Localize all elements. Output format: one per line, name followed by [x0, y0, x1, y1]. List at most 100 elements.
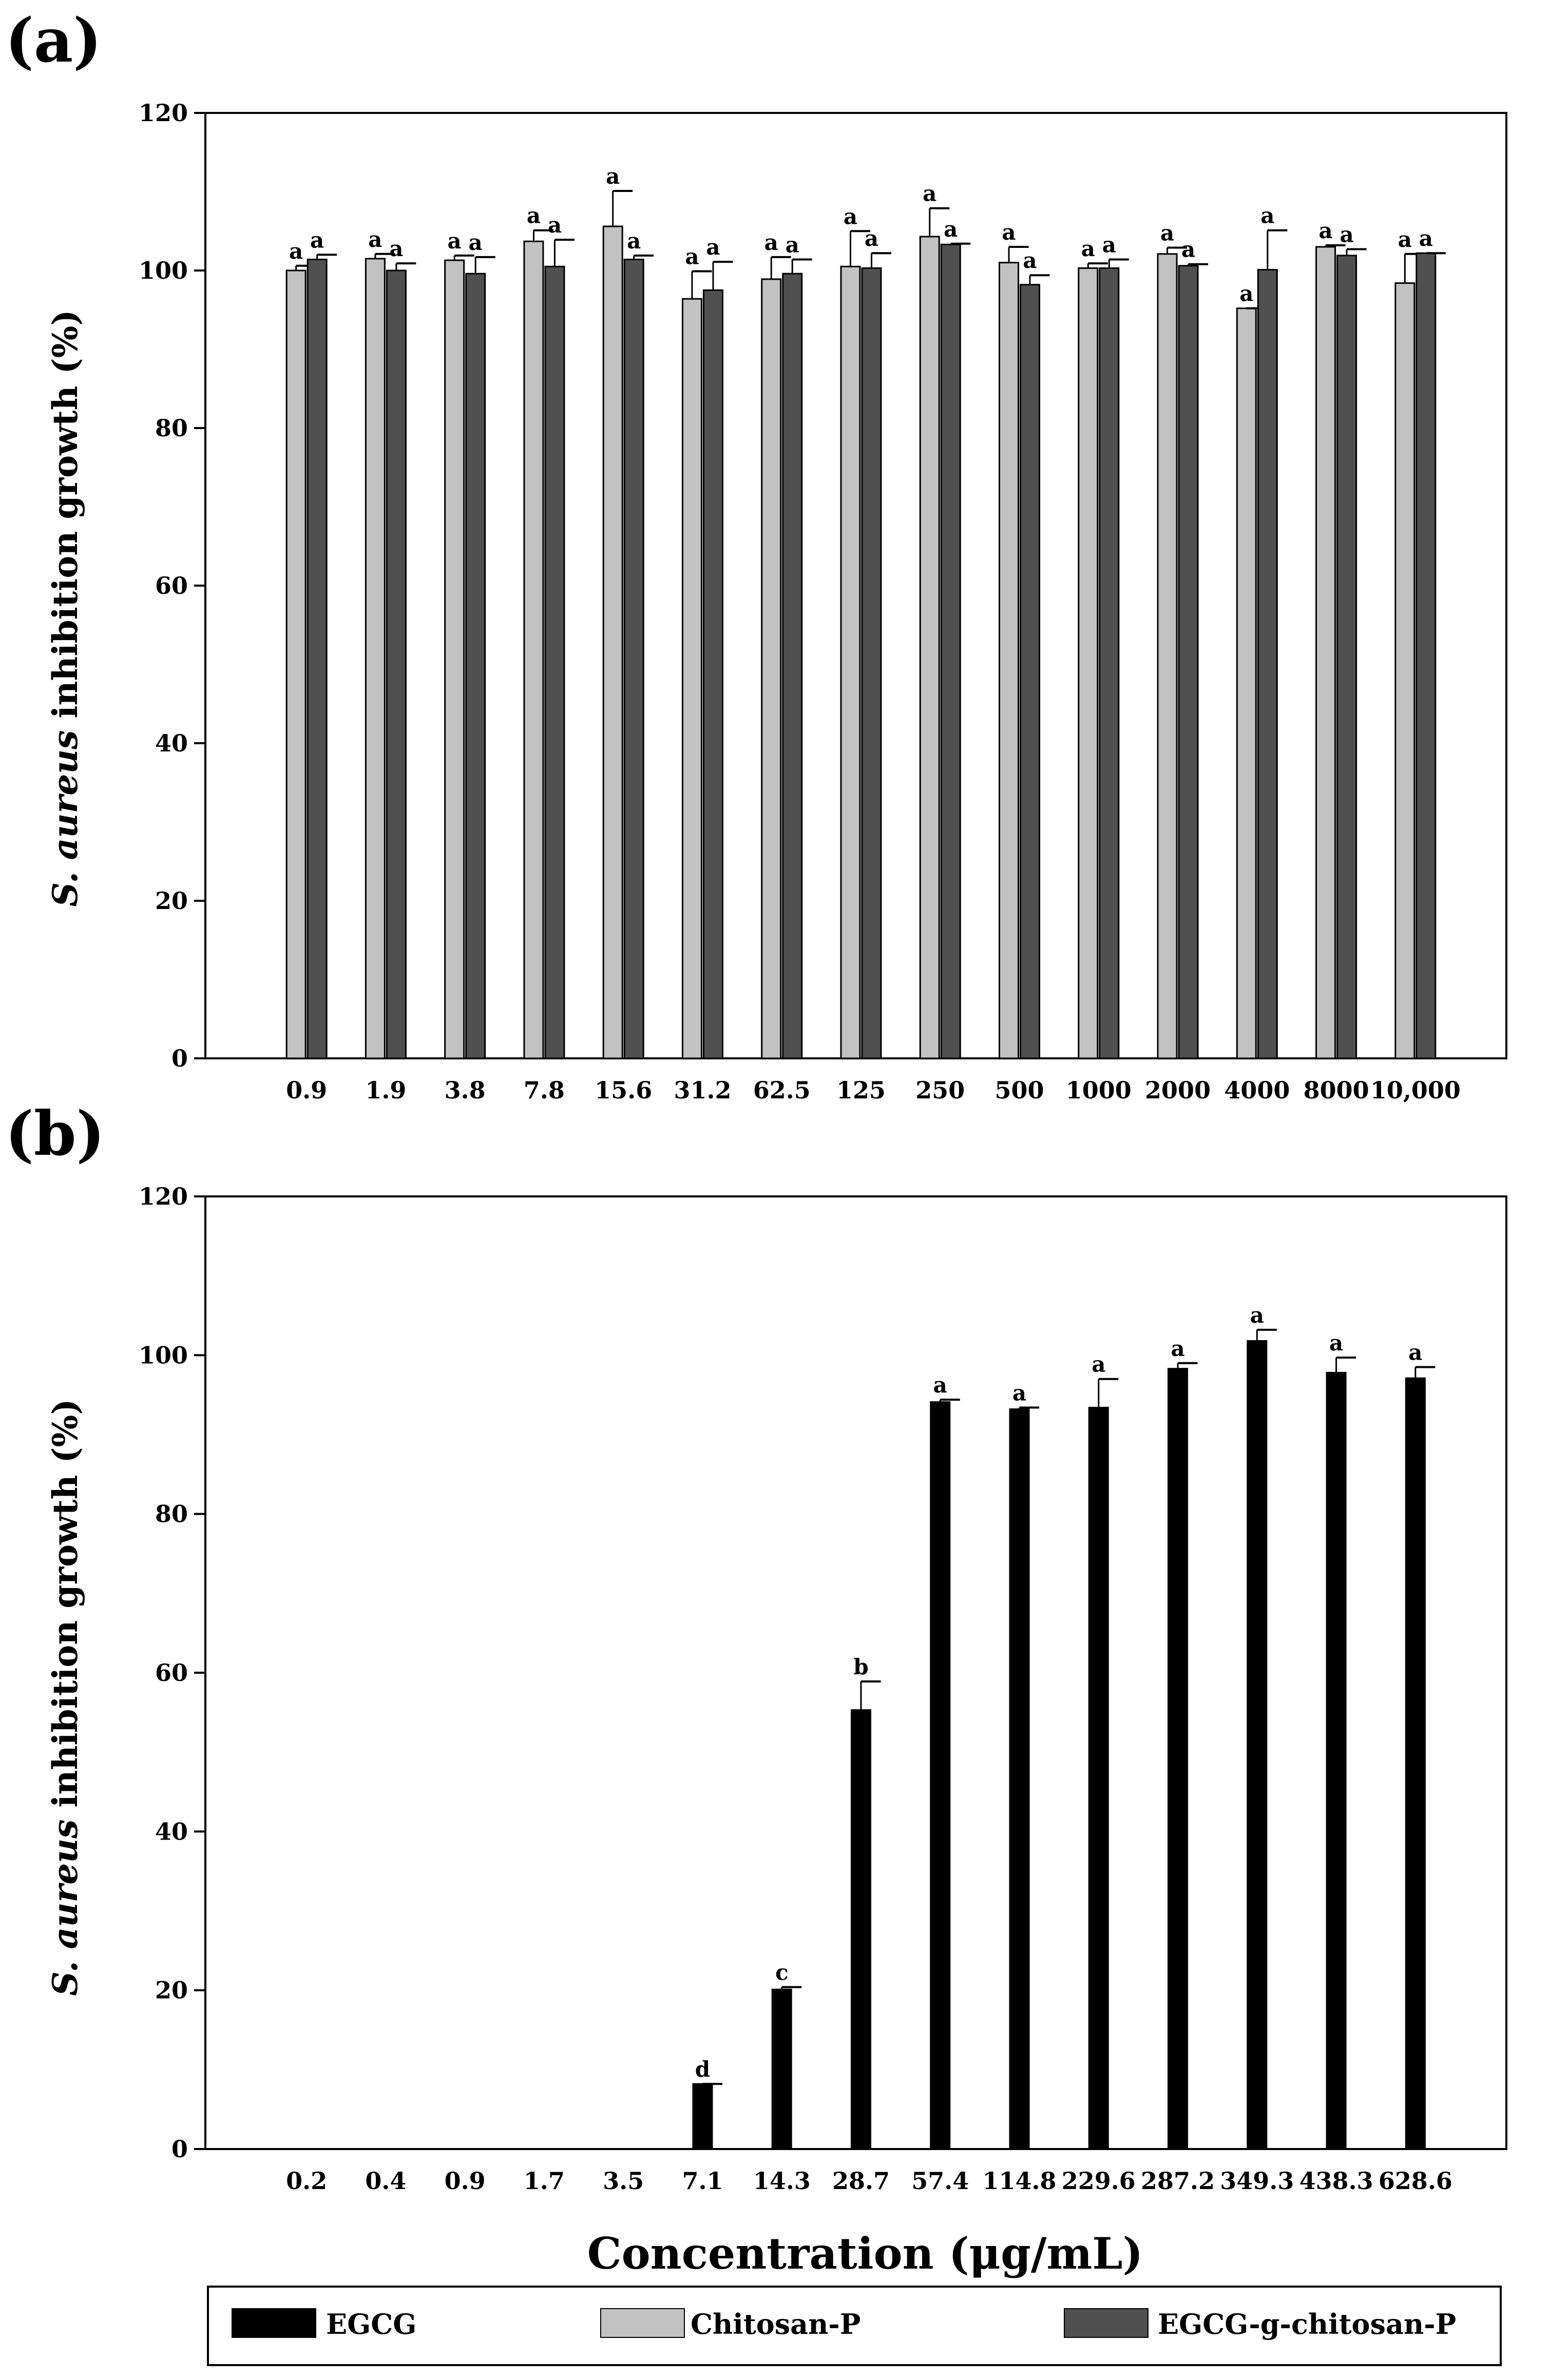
x-tick-label: 62.5 — [753, 1076, 811, 1104]
x-tick-label: 349.3 — [1220, 2167, 1294, 2195]
legend-swatch-egcg — [232, 2308, 316, 2338]
significance-label: a — [1081, 236, 1095, 261]
x-tick-label: 114.8 — [983, 2167, 1057, 2195]
panel-b-letter: (b) — [5, 1098, 105, 1169]
significance-label: a — [1181, 237, 1195, 262]
significance-label: a — [1092, 1352, 1105, 1377]
bar-egcg-g-chitosan-p — [544, 265, 565, 1059]
x-tick-label: 287.2 — [1141, 2167, 1215, 2195]
x-tick-label: 57.4 — [911, 2167, 969, 2195]
bar-egcg-g-chitosan-p — [307, 259, 328, 1059]
x-tick-label: 0.9 — [286, 1076, 327, 1104]
x-tick-label: 14.3 — [753, 2167, 811, 2195]
significance-label: a — [1260, 203, 1274, 228]
x-tick-label: 2000 — [1145, 1076, 1211, 1104]
y-tick-label: 20 — [155, 887, 188, 915]
x-tick-label: 10,000 — [1370, 1076, 1461, 1104]
bar-chitosan-p — [1157, 253, 1178, 1059]
significance-label: a — [469, 230, 483, 255]
legend-label-egcg: EGCG — [326, 2308, 416, 2340]
x-tick-label: 8000 — [1304, 1076, 1369, 1104]
bar-egcg — [1405, 1377, 1426, 2150]
x-tick-label: 0.4 — [365, 2167, 406, 2195]
bar-egcg-g-chitosan-p — [1099, 267, 1120, 1059]
significance-label: d — [695, 2057, 710, 2082]
y-tick-label: 40 — [155, 1817, 188, 1845]
bar-egcg-g-chitosan-p — [861, 267, 882, 1059]
bar-egcg — [930, 1401, 951, 2150]
bar-chitosan-p — [1315, 246, 1336, 1059]
x-tick-label: 1000 — [1066, 1076, 1132, 1104]
panel-a-letter: (a) — [5, 5, 102, 76]
significance-label: a — [1012, 1380, 1026, 1405]
significance-label: a — [844, 204, 857, 229]
significance-label: a — [706, 235, 720, 260]
y-tick-label: 20 — [155, 1977, 188, 2004]
significance-label: a — [548, 212, 562, 238]
bar-egcg — [1168, 1368, 1189, 2150]
legend-label-chitosan-p: Chitosan-P — [691, 2308, 860, 2340]
bar-chitosan-p — [444, 259, 465, 1059]
y-tick-label: 100 — [139, 1341, 188, 1369]
bar-egcg-g-chitosan-p — [1020, 284, 1041, 1059]
significance-label: a — [1171, 1336, 1184, 1361]
x-tick-label: 1.9 — [365, 1076, 406, 1104]
x-tick-label: 628.6 — [1379, 2167, 1452, 2195]
x-tick-label: 1.7 — [524, 2167, 565, 2195]
significance-label: a — [289, 239, 303, 264]
x-tick-label: 3.8 — [445, 1076, 486, 1104]
bar-egcg-g-chitosan-p — [1257, 268, 1278, 1059]
bar-chitosan-p — [365, 258, 386, 1059]
bar-egcg — [771, 1988, 792, 2150]
bar-egcg-g-chitosan-p — [1336, 255, 1357, 1059]
bar-egcg-g-chitosan-p — [702, 289, 723, 1059]
bar-egcg-g-chitosan-p — [386, 269, 407, 1059]
significance-label: a — [933, 1372, 947, 1398]
y-tick-label: 80 — [155, 414, 188, 442]
significance-label: a — [1329, 1330, 1343, 1356]
significance-label: a — [944, 217, 958, 242]
y-tick-label: 80 — [155, 1500, 188, 1528]
panel-b-ylabel: S. aureus inhibition growth (%) — [45, 1399, 85, 1996]
significance-label: a — [1318, 218, 1332, 243]
x-tick-label: 250 — [915, 1076, 965, 1104]
x-tick-label: 4000 — [1224, 1076, 1290, 1104]
x-tick-label: 28.7 — [832, 2167, 890, 2195]
y-tick-label: 120 — [139, 99, 188, 127]
significance-label: b — [853, 1654, 868, 1679]
y-tick-label: 60 — [155, 572, 188, 599]
bar-egcg — [1247, 1340, 1268, 2150]
significance-label: a — [685, 244, 699, 269]
bar-egcg-g-chitosan-p — [1415, 252, 1437, 1059]
bar-egcg — [1326, 1371, 1347, 2150]
bar-egcg-g-chitosan-p — [465, 273, 486, 1059]
significance-label: a — [606, 164, 620, 189]
bar-chitosan-p — [1394, 282, 1415, 1059]
panel-a-ylabel: S. aureus inhibition growth (%) — [45, 309, 85, 906]
legend-swatch-egcg-g-chitosan-p — [1064, 2308, 1149, 2338]
bar-chitosan-p — [681, 298, 702, 1059]
bar-chitosan-p — [523, 240, 544, 1059]
bar-egcg-g-chitosan-p — [623, 259, 644, 1059]
x-axis-title: Concentration (μg/mL) — [587, 2228, 1143, 2279]
significance-label: a — [865, 226, 878, 251]
significance-label: a — [1408, 1340, 1422, 1365]
bar-chitosan-p — [999, 262, 1020, 1059]
y-tick-label: 60 — [155, 1659, 188, 1687]
legend-label-egcg-g-chitosan-p: EGCG-g-chitosan-P — [1158, 2308, 1456, 2340]
significance-label: a — [1002, 220, 1016, 245]
bar-egcg-g-chitosan-p — [782, 273, 803, 1059]
significance-label: a — [448, 228, 462, 254]
panel-b: (b) S. aureus inhibition growth (%) 0 20 4… — [5, 1098, 1507, 2279]
legend-box — [207, 2286, 1502, 2366]
significance-label: a — [1339, 222, 1353, 247]
x-tick-label: 438.3 — [1299, 2167, 1373, 2195]
y-tick-label: 0 — [171, 2135, 188, 2163]
significance-label: a — [764, 230, 778, 255]
bar-chitosan-p — [285, 269, 307, 1059]
x-tick-label: 15.6 — [595, 1076, 652, 1104]
bar-chitosan-p — [840, 265, 861, 1059]
significance-label: a — [1160, 220, 1174, 245]
